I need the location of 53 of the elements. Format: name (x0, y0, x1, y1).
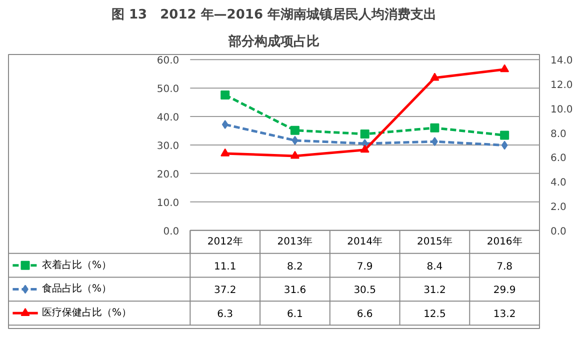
data-label: 11.1 (214, 261, 236, 272)
point (360, 130, 370, 139)
data-label: 37.2 (214, 285, 236, 296)
chart-subtitle: 部分构成项占比 (228, 34, 320, 50)
y2-tick-label: 4.0 (550, 178, 566, 189)
y-tick-label: 20.0 (156, 169, 180, 180)
legend-label: 衣着占比（%） (42, 258, 112, 271)
point (220, 90, 230, 100)
point (430, 72, 440, 81)
point (220, 148, 230, 156)
point (501, 140, 508, 150)
x-tick-label: 2012年 (207, 235, 243, 248)
data-label: 13.2 (493, 309, 516, 320)
data-label: 6.6 (356, 309, 373, 320)
y-tick-label: 50.0 (156, 84, 180, 96)
point (290, 126, 300, 135)
y-tick-label: 0.0 (163, 226, 180, 238)
data-label: 30.5 (354, 285, 376, 296)
point (290, 150, 300, 159)
y2-tick-label: 8.0 (550, 128, 566, 140)
y-tick-label: 10.0 (156, 198, 180, 209)
y2-tick-label: 10.0 (550, 104, 573, 116)
x-tick-label: 2014年 (347, 235, 383, 248)
point (360, 144, 370, 153)
point (430, 123, 440, 132)
y-tick-label: 60.0 (156, 56, 180, 67)
y2-tick-label: 14.0 (550, 56, 573, 67)
data-label: 8.4 (426, 261, 443, 272)
data-label: 6.3 (217, 309, 234, 320)
data-label: 8.2 (287, 261, 303, 272)
y-tick-label: 40.0 (156, 112, 180, 124)
x-tick-label: 2016年 (486, 235, 522, 248)
data-label: 31.2 (424, 285, 446, 296)
data-label: 7.8 (496, 261, 513, 272)
point (500, 64, 510, 72)
y2-tick-label: 0.0 (550, 226, 566, 238)
y2-tick-label: 2.0 (550, 202, 566, 213)
x-tick-label: 2015年 (416, 235, 452, 248)
point (292, 136, 298, 145)
data-label: 6.1 (287, 309, 303, 320)
chart-title: 图 13 2012 年—2016 年湖南城镇居民人均消费支出 (111, 8, 437, 22)
legend-label: 医疗保健占比（%） (42, 306, 132, 319)
point (500, 130, 510, 140)
y2-tick-label: 12.0 (550, 80, 573, 92)
data-label: 12.5 (424, 309, 446, 320)
data-label: 31.6 (284, 285, 306, 296)
y-tick-label: 30.0 (156, 140, 180, 152)
y2-tick-label: 6.0 (550, 153, 566, 164)
data-label: 29.9 (493, 285, 516, 296)
point (222, 120, 228, 129)
x-tick-label: 2013年 (277, 235, 313, 248)
legend-label: 食品占比（%） (42, 282, 112, 295)
data-label: 7.9 (356, 261, 373, 272)
